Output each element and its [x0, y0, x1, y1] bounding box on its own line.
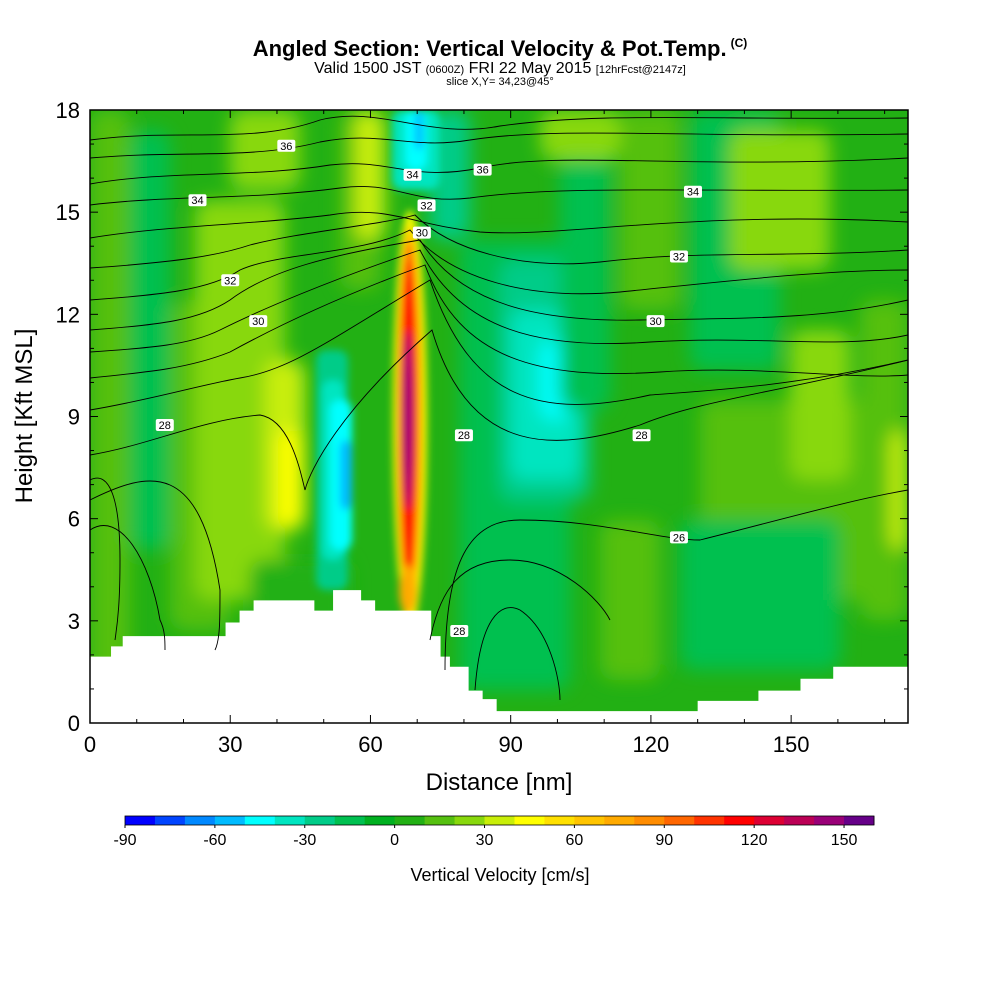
colorbar-swatch	[424, 816, 456, 825]
colorbar-swatch	[394, 816, 426, 825]
contour-label: 28	[632, 429, 651, 442]
chart-title: Angled Section: Vertical Velocity & Pot.…	[252, 36, 748, 61]
contour-label-text: 34	[406, 170, 418, 182]
contour-label: 36	[277, 139, 296, 153]
colorbar-swatch	[454, 816, 486, 825]
contour-label: 34	[683, 185, 702, 199]
contour-label-text: 36	[280, 141, 292, 153]
contour-label-text: 30	[649, 316, 661, 328]
contour-label-text: 28	[453, 626, 465, 638]
colorbar-tick-label: -30	[293, 832, 316, 849]
x-tick-label: 90	[498, 732, 522, 757]
title-mark: (C)	[730, 36, 748, 50]
colorbar-swatch	[544, 816, 575, 825]
colorbar-tick-label: 60	[566, 832, 584, 849]
contour-label: 30	[646, 315, 665, 328]
colorbar-tick-label: -60	[203, 832, 226, 849]
colorbar-tick-label: 150	[831, 832, 858, 849]
colorbar-swatch	[334, 816, 366, 825]
contour-label-text: 32	[673, 251, 685, 263]
contour-label-text: 34	[687, 187, 699, 199]
contour-label: 36	[473, 163, 492, 177]
contour-label-text: 30	[252, 316, 264, 328]
contour-label: 34	[403, 168, 422, 182]
colorbar-swatch	[364, 816, 396, 825]
colorbar-swatch	[184, 816, 216, 825]
contour-labels: 36 36 34 34 34 32 32 32 30 30 30 28 28 28 26 28	[155, 139, 702, 638]
contour-label-text: 32	[420, 200, 432, 212]
y-tick-label: 6	[68, 507, 80, 532]
colorbar-swatch	[724, 816, 755, 825]
colorbar-swatch	[784, 816, 815, 825]
axis-ticks	[89, 109, 908, 724]
colorbar-swatch	[754, 816, 785, 825]
y-axis-title: Height [Kft MSL]	[11, 329, 38, 504]
colorbar-swatch	[214, 816, 246, 825]
x-tick-labels: 0 30 60 90 120 150	[84, 732, 810, 757]
contour-label-text: 36	[477, 165, 489, 177]
colorbar-swatch	[244, 816, 276, 825]
theta-contours	[90, 115, 908, 701]
colorbar-swatch	[814, 816, 845, 825]
x-tick-label: 0	[84, 732, 96, 757]
chart-subtitle: Valid 1500 JST (0600Z) FRI 22 May 2015 […	[314, 60, 686, 77]
colorbar-tick-labels: -90 -60 -30 0 30 60 90 120 150	[113, 825, 857, 849]
contour-label: 30	[412, 226, 431, 240]
colorbar-swatch	[634, 816, 665, 825]
contour-label: 28	[155, 419, 174, 432]
terrain-mask	[90, 590, 908, 723]
colorbar-swatch	[844, 816, 875, 825]
colorbar-tick-label: 30	[476, 832, 494, 849]
contour-label-text: 26	[673, 532, 685, 544]
colorbar-swatch	[304, 816, 336, 825]
contour-label: 32	[417, 199, 436, 212]
colorbar-swatch	[694, 816, 725, 825]
contour-label: 28	[454, 429, 473, 442]
contour-label: 32	[221, 274, 240, 287]
colorbar-tick-label: -90	[113, 832, 136, 849]
colorbar-title: Vertical Velocity [cm/s]	[410, 865, 589, 885]
x-tick-label: 30	[218, 732, 242, 757]
x-tick-label: 150	[773, 732, 810, 757]
x-axis-title: Distance [nm]	[426, 769, 573, 796]
colorbar-swatch	[484, 816, 515, 825]
contour-label-text: 34	[191, 195, 203, 207]
colorbar-swatch	[154, 816, 186, 825]
contour-label: 32	[669, 250, 688, 263]
x-tick-label: 120	[633, 732, 670, 757]
y-tick-label: 12	[56, 302, 80, 327]
colorbar-swatch	[604, 816, 635, 825]
contour-label-text: 28	[635, 430, 647, 442]
contour-label-text: 28	[458, 430, 470, 442]
x-tick-label: 60	[358, 732, 382, 757]
contour-label-text: 32	[224, 275, 236, 287]
y-tick-label: 15	[56, 200, 80, 225]
contour-label: 28	[450, 625, 469, 638]
colorbar-swatch	[664, 816, 695, 825]
slice-info: slice X,Y= 34,23@45°	[446, 76, 554, 88]
contour-label-text: 28	[159, 420, 171, 432]
contour-label: 30	[249, 315, 268, 328]
colorbar-swatch	[125, 816, 156, 825]
colorbar-swatch	[574, 816, 605, 825]
colorbar-tick-label: 90	[655, 832, 673, 849]
y-tick-label: 18	[56, 98, 80, 123]
contour-label: 34	[188, 194, 207, 207]
contour-label-text: 30	[416, 228, 428, 240]
colorbar-tick-label: 0	[390, 832, 399, 849]
y-tick-label: 3	[68, 609, 80, 634]
y-tick-labels: 0 3 6 9 12 15 18	[56, 98, 80, 736]
colorbar	[124, 815, 875, 826]
colorbar-tick-label: 120	[741, 832, 768, 849]
y-tick-label: 0	[68, 711, 80, 736]
colorbar-swatch	[274, 816, 306, 825]
y-tick-label: 9	[68, 405, 80, 430]
colorbar-swatch	[514, 816, 545, 825]
vertical-velocity-field	[90, 110, 908, 723]
contour-label: 26	[669, 531, 688, 544]
